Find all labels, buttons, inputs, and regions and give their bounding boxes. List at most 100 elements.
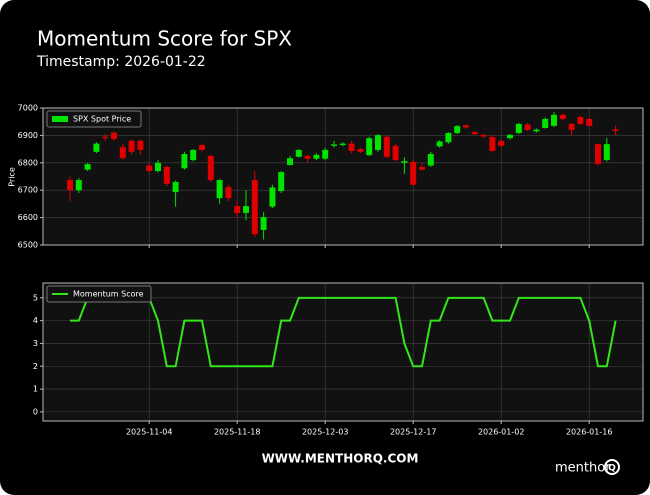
- candle-body: [454, 126, 461, 133]
- x-tick-label: 2025-12-03: [302, 428, 349, 437]
- footer-website: WWW.MENTHORQ.COM: [262, 452, 419, 466]
- x-tick-label: 2026-01-02: [478, 428, 525, 437]
- candle-body: [339, 143, 346, 145]
- candle-body: [471, 132, 478, 135]
- candle-body: [155, 162, 161, 172]
- y-tick-label: 4: [33, 316, 38, 325]
- logo-ring: [604, 459, 620, 475]
- candle-body: [348, 143, 355, 152]
- chart-title: Momentum Score for SPX: [37, 27, 292, 51]
- candle-body: [119, 147, 126, 159]
- candle-body: [190, 149, 197, 161]
- candle-body: [559, 114, 566, 119]
- legend-label: Momentum Score: [73, 290, 144, 299]
- candle-body: [331, 144, 337, 146]
- y-tick-label: 1: [33, 385, 38, 394]
- legend-box: [46, 110, 142, 128]
- candle-body: [568, 123, 575, 130]
- y-tick-label: 2: [33, 362, 38, 371]
- candle-body: [251, 180, 258, 235]
- candle-body: [383, 136, 390, 157]
- y-tick-label: 3: [33, 339, 38, 348]
- y-tick-label: 6500: [18, 241, 38, 250]
- y-tick-label: 6800: [18, 158, 38, 167]
- candle-body: [199, 144, 205, 150]
- candle-body: [419, 166, 425, 170]
- candle-body: [436, 141, 443, 147]
- candle-body: [445, 132, 452, 143]
- candle-body: [146, 165, 153, 172]
- candle-body: [498, 140, 505, 146]
- line-series: [70, 296, 617, 368]
- candle-body: [357, 149, 364, 152]
- candle-body: [577, 117, 584, 124]
- candle-body: [295, 149, 302, 157]
- y-tick-label: 6600: [18, 213, 38, 222]
- candle-body: [612, 129, 619, 132]
- candle-body: [287, 158, 293, 165]
- candle-body: [401, 161, 408, 163]
- plot-frame: [42, 282, 644, 422]
- y-tick-label: 6900: [18, 131, 38, 140]
- x-tick-label: 2025-12-17: [390, 428, 437, 437]
- candle-body: [507, 134, 513, 139]
- candle-body: [603, 144, 610, 161]
- candle-body: [163, 166, 170, 184]
- y-tick-label: 6700: [18, 186, 38, 195]
- candle-body: [551, 114, 557, 126]
- candle-body: [515, 123, 522, 133]
- candle-body: [93, 143, 100, 152]
- candle-body: [304, 155, 311, 159]
- candle-body: [542, 118, 549, 129]
- candle-body: [102, 136, 109, 139]
- logo-mark: Q: [608, 464, 616, 474]
- candle-body: [67, 180, 73, 191]
- candle-body: [225, 187, 232, 199]
- candle-body: [207, 155, 214, 181]
- legend-box: [46, 285, 152, 303]
- candle-body: [322, 149, 329, 159]
- plot-area: [43, 108, 643, 245]
- candle-body: [392, 145, 399, 161]
- candle-body: [278, 172, 285, 192]
- candle-body: [128, 140, 135, 152]
- x-tick-label: 2026-01-16: [566, 428, 613, 437]
- candle-body: [366, 138, 373, 156]
- candle-body: [84, 164, 91, 170]
- candle-body: [137, 140, 144, 150]
- chart-subtitle: Timestamp: 2026-01-22: [36, 54, 206, 70]
- candle-body: [410, 161, 417, 185]
- candle-body: [75, 180, 82, 191]
- candle-body: [586, 118, 593, 126]
- candle-body: [463, 125, 469, 128]
- candle-body: [234, 206, 241, 213]
- plot-area: [43, 283, 643, 421]
- candle-body: [172, 181, 179, 193]
- candle-body: [313, 154, 320, 159]
- legend-swatch: [52, 116, 68, 122]
- y-axis-label: Price: [8, 167, 17, 187]
- y-tick-label: 0: [33, 407, 38, 416]
- candle-body: [269, 187, 276, 207]
- y-tick-label: 5: [33, 293, 38, 302]
- legend-label: SPX Spot Price: [73, 115, 131, 124]
- candle-body: [260, 217, 267, 230]
- candle-body: [111, 132, 117, 139]
- candle-body: [489, 137, 496, 152]
- x-tick-label: 2025-11-04: [126, 428, 173, 437]
- candle-body: [524, 124, 531, 130]
- plot-frame: [42, 107, 644, 246]
- candle-body: [595, 144, 601, 164]
- x-tick-label: 2025-11-18: [214, 428, 261, 437]
- candle-body: [181, 154, 188, 169]
- y-tick-label: 7000: [18, 104, 38, 113]
- candle-body: [533, 129, 540, 132]
- candle-body: [480, 134, 487, 137]
- logo: menthor: [555, 461, 611, 476]
- candle-body: [427, 154, 434, 166]
- candle-body: [243, 206, 249, 213]
- candle-body: [375, 135, 381, 150]
- candle-body: [216, 180, 223, 199]
